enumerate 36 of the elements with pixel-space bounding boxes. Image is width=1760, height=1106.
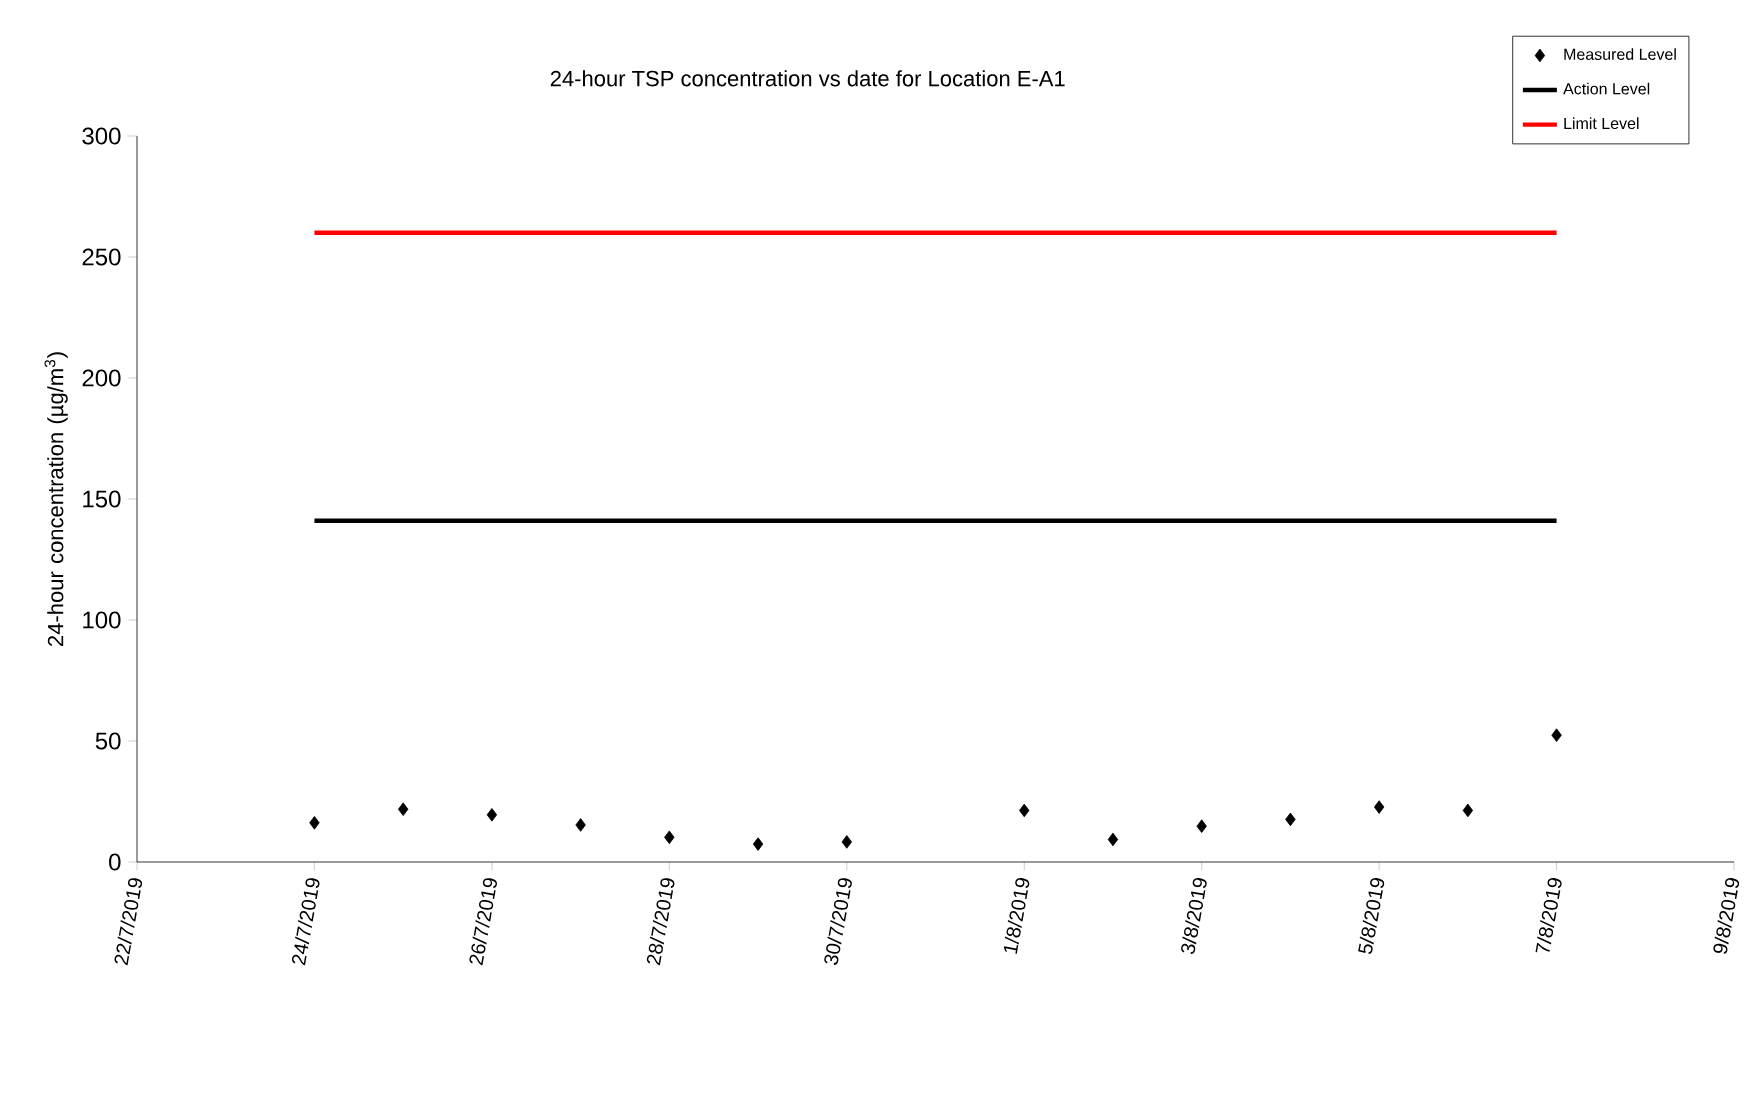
x-tick-label: 22/7/2019 [114,878,143,966]
y-axis-title: 24-hour concentration (µg/m$^{3}$) [44,352,68,646]
point [664,830,675,845]
x-tick-label: 30/7/2019 [824,878,852,965]
x-tick-label: 1/8/2019 [1003,878,1030,954]
point [397,802,409,817]
y-tick-label: 50 [95,732,121,750]
x-tick-label: 3/8/2019 [1181,878,1207,954]
point [752,837,764,851]
point [1285,812,1296,827]
x-tick-label: 24/7/2019 [291,878,320,966]
x-tick-label: 5/8/2019 [1358,878,1385,954]
chart-title: 24-hour TSP concentration vs date for Location E-A1 [550,70,1065,87]
y-tick-label: 300 [82,127,121,145]
point [1462,803,1474,818]
legend-label: Limit Level [1564,117,1639,130]
point [1019,803,1030,818]
y-tick-label: 0 [109,853,121,871]
point [1373,800,1385,814]
x-tick-label: 28/7/2019 [646,878,675,966]
point [486,808,498,822]
y-tick-label: 150 [83,490,121,508]
x-tick-label: 26/7/2019 [469,878,497,966]
point [309,816,320,830]
legend-label: Action Level [1563,82,1650,95]
y-tick-label: 100 [83,611,121,629]
legend-label: Measured Level [1564,48,1676,60]
x-tick-label: 9/8/2019 [1713,878,1740,954]
point [841,835,852,849]
point [1107,832,1119,847]
point [575,818,586,832]
point [1196,819,1207,833]
point [1551,728,1562,742]
y-tick-label: 250 [82,248,121,266]
y-tick-label: 200 [82,369,121,387]
x-tick-label: 7/8/2019 [1535,878,1562,953]
